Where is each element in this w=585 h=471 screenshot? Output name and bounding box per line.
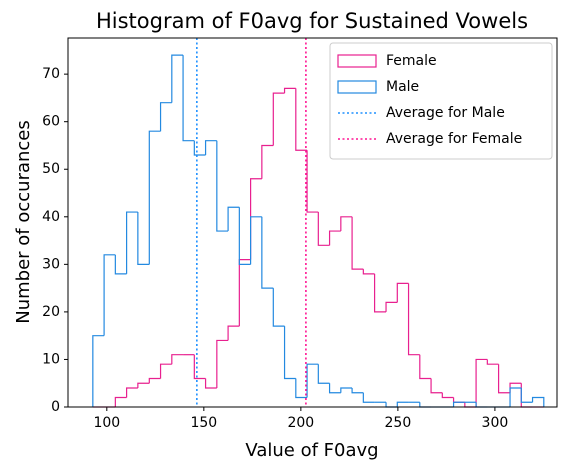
hist-step [373, 273, 387, 313]
hist-step [385, 301, 398, 312]
y-tick-label: 50 [42, 161, 60, 177]
hist-step [340, 387, 353, 393]
hist-step [171, 354, 184, 365]
hist-step [193, 140, 206, 156]
y-tick-label: 70 [42, 66, 60, 82]
legend-label: Male [386, 79, 419, 95]
hist-step [249, 178, 262, 260]
hist-step [497, 364, 511, 394]
x-tick-label: 300 [482, 415, 509, 431]
hist-step [419, 354, 432, 380]
hist-step [340, 216, 353, 232]
hist-step [306, 363, 319, 398]
hist-step [317, 212, 330, 246]
hist-step [126, 211, 138, 274]
hist-step [385, 402, 398, 408]
hist-step [475, 402, 488, 408]
hist-step [362, 392, 375, 403]
hist-step [295, 378, 308, 399]
hist-step [396, 401, 409, 407]
y-tick-label: 10 [42, 351, 60, 367]
hist-step [452, 397, 465, 403]
hist-step [283, 326, 296, 380]
legend-label: Average for Male [386, 105, 505, 121]
hist-step [351, 387, 364, 394]
chart-title: Histogram of F0avg for Sustained Vowels [96, 9, 528, 33]
hist-step [126, 387, 138, 398]
hist-step [441, 392, 454, 399]
hist-step [216, 140, 229, 232]
hist-step [351, 216, 364, 270]
hist-step [249, 216, 262, 265]
hist-step [520, 383, 533, 408]
hist-step [509, 387, 522, 407]
legend-swatch [337, 54, 377, 68]
hist-step [295, 88, 308, 151]
hist-step [137, 212, 150, 265]
hist-step [148, 377, 161, 384]
hist-step [159, 102, 172, 132]
hist-step [114, 396, 127, 407]
y-axis-label: Number of occurances [13, 120, 34, 324]
legend-label: Female [386, 53, 437, 69]
hist-step [328, 230, 341, 246]
hist-step [137, 382, 150, 388]
hist-step [204, 140, 217, 155]
hist-step [227, 325, 240, 341]
hist-step [261, 216, 274, 289]
hist-step [306, 150, 319, 213]
hist-step [272, 92, 285, 146]
hist-step [182, 55, 195, 142]
hist-step [103, 254, 116, 336]
hist-step [430, 378, 443, 394]
x-tick-label: 250 [385, 415, 412, 431]
y-tick-label: 40 [42, 209, 60, 225]
hist-step [92, 335, 105, 407]
hist-step [238, 258, 251, 327]
hist-step [114, 254, 127, 275]
x-axis-label: Value of F0avg [245, 440, 378, 461]
hist-step [159, 363, 172, 379]
hist-step [193, 354, 206, 380]
hist-step [407, 283, 420, 356]
x-tick-label: 100 [93, 415, 120, 431]
hist-step [148, 130, 161, 265]
hist-step [227, 206, 240, 232]
hist-step [520, 387, 533, 403]
hist-step [396, 282, 409, 303]
hist-step [171, 54, 184, 103]
y-tick-label: 60 [42, 114, 60, 130]
hist-step [475, 358, 488, 407]
plot-frame [67, 37, 558, 408]
hist-step [452, 401, 465, 407]
y-tick-label: 0 [51, 399, 60, 415]
legend-box [329, 42, 553, 160]
hist-step [486, 359, 499, 365]
hist-step [317, 364, 330, 384]
legend-label: Average for Female [386, 131, 522, 147]
hist-step [283, 87, 296, 94]
hist-step [261, 144, 274, 179]
hist-step [531, 396, 545, 407]
y-tick-label: 20 [42, 304, 60, 320]
x-tick-label: 200 [287, 415, 314, 431]
hist-step [216, 339, 229, 388]
hist-step [328, 383, 341, 394]
hist-step [204, 378, 217, 389]
hist-step [419, 402, 432, 408]
hist-step [464, 402, 477, 408]
hist-step [362, 269, 375, 275]
y-tick-label: 30 [42, 256, 60, 272]
hist-step [272, 288, 285, 327]
hist-step [238, 207, 251, 265]
x-tick-label: 150 [190, 415, 217, 431]
legend-swatch [337, 80, 377, 94]
